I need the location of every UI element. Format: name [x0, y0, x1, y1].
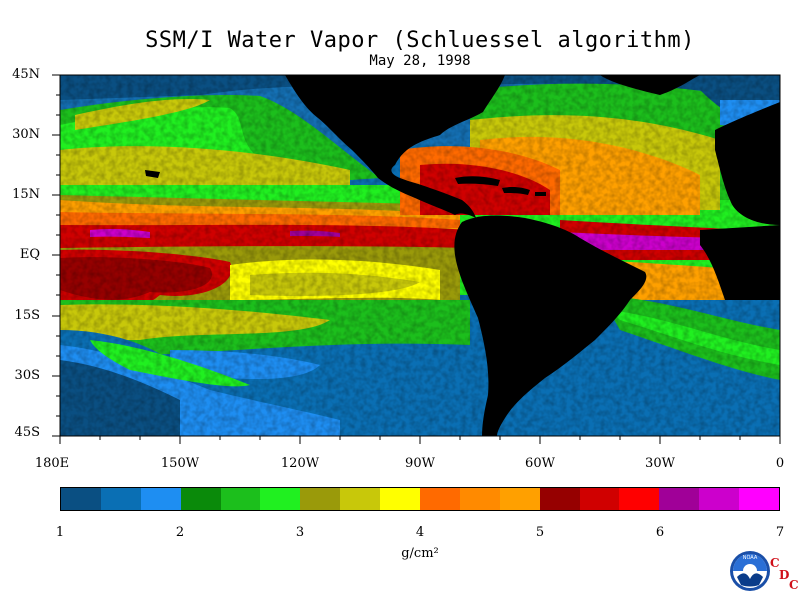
lon-label-60w: 60W: [525, 456, 555, 471]
lat-label-30n: 30N: [12, 127, 40, 142]
colorbar-units: g/cm²: [401, 546, 439, 561]
colorbar-swatch: [180, 488, 221, 510]
noaa-logo-text: NOAA: [743, 555, 758, 561]
lat-label-45s: 45S: [14, 425, 40, 440]
colorbar-tick-3: 3: [295, 525, 305, 540]
noaa-logo-icon: NOAA: [730, 551, 770, 591]
colorbar-tick-4: 4: [415, 525, 425, 540]
colorbar-tick-7: 7: [775, 525, 785, 540]
colorbar-swatch: [220, 488, 261, 510]
colorbar-swatch: [619, 488, 660, 510]
lon-label-120w: 120W: [280, 456, 320, 471]
colorbar-swatch: [539, 488, 580, 510]
colorbar-swatch: [61, 488, 101, 510]
colorbar-swatch: [260, 488, 301, 510]
colorbar-swatch: [340, 488, 381, 510]
colorbar-swatch: [380, 488, 421, 510]
colorbar-swatch: [659, 488, 700, 510]
lon-label-90w: 90W: [405, 456, 435, 471]
colorbar-swatch: [499, 488, 540, 510]
colorbar-tick-2: 2: [175, 525, 185, 540]
lat-label-eq: EQ: [19, 247, 40, 262]
cdc-letter-c2: C: [789, 578, 799, 592]
lat-label-45n: 45N: [12, 67, 40, 82]
lon-label-0: 0: [775, 456, 785, 471]
colorbar: [60, 487, 780, 511]
lat-label-15s: 15S: [14, 308, 40, 323]
lon-label-180e: 180E: [34, 456, 70, 471]
colorbar-swatch: [739, 488, 780, 510]
colorbar-swatch: [699, 488, 740, 510]
colorbar-swatch: [300, 488, 341, 510]
colorbar-tick-5: 5: [535, 525, 545, 540]
lon-label-30w: 30W: [645, 456, 675, 471]
colorbar-swatch: [420, 488, 460, 510]
colorbar-swatch: [459, 488, 500, 510]
cdc-letter-d: D: [779, 568, 790, 582]
colorbar-tick-6: 6: [655, 525, 665, 540]
map-field: [60, 75, 780, 436]
map-date: May 28, 1998: [369, 53, 471, 69]
map-title: SSM/I Water Vapor (Schluessel algorithm): [145, 28, 695, 53]
colorbar-swatch: [140, 488, 181, 510]
colorbar-swatch: [579, 488, 620, 510]
cdc-letter-c1: C: [770, 556, 780, 570]
colorbar-tick-1: 1: [55, 525, 65, 540]
lon-label-150w: 150W: [160, 456, 200, 471]
colorbar-swatch: [100, 488, 141, 510]
map-ticks: [52, 74, 781, 444]
lat-label-15n: 15N: [12, 187, 40, 202]
lat-label-30s: 30S: [14, 368, 40, 383]
